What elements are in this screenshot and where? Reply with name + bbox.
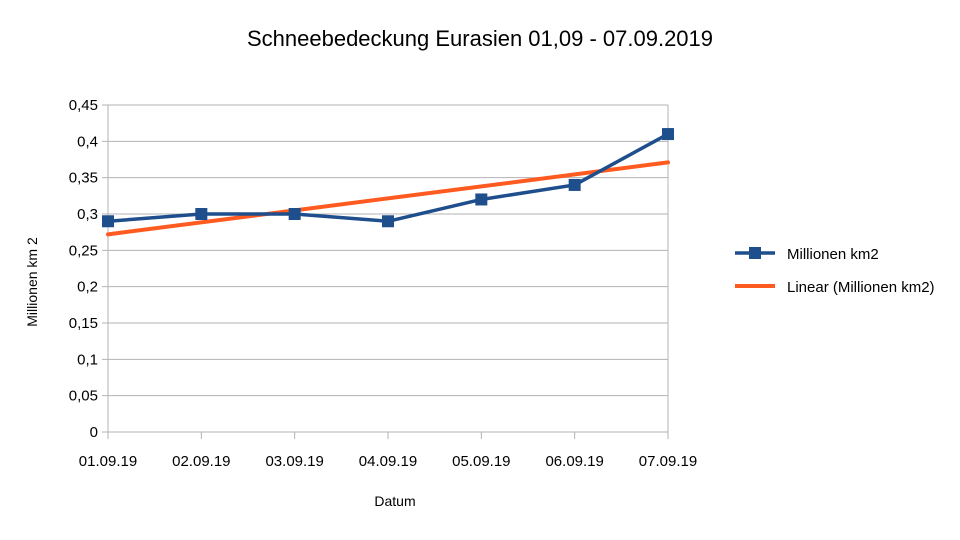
x-tick-label: 06.09.19 [545, 453, 603, 470]
x-tick-label: 04.09.19 [359, 453, 417, 470]
x-tick-label: 01.09.19 [79, 453, 137, 470]
chart-title: Schneebedeckung Eurasien 01,09 - 07.09.2… [247, 26, 713, 51]
legend: Millionen km2 Linear (Millionen km2) [735, 246, 935, 296]
data-point-marker [662, 128, 674, 141]
data-point-marker [195, 208, 208, 220]
data-point-marker [102, 215, 114, 228]
legend-label-series: Millionen km2 [787, 246, 879, 263]
trendline-line [106, 160, 670, 237]
data-series [102, 128, 674, 228]
axes [107, 105, 669, 433]
grid-lines [108, 104, 668, 397]
y-tick-label: 0,3 [77, 206, 98, 223]
x-tick-label: 03.09.19 [265, 453, 323, 470]
x-tick-label: 05.09.19 [452, 453, 510, 470]
y-tick-label: 0,1 [77, 351, 98, 368]
y-tick-label: 0,05 [69, 388, 98, 405]
y-tick-label: 0,25 [69, 242, 98, 259]
data-point-marker [288, 208, 301, 220]
y-axis-label: Millionen km 2 [24, 237, 40, 327]
y-tick-label: 0,2 [77, 279, 98, 296]
y-tick-label: 0,35 [69, 170, 98, 187]
y-axis-ticks: 0 0,05 0,1 0,15 0,2 0,25 0,3 0,35 0,4 0,45 [69, 97, 108, 441]
y-tick-label: 0,4 [77, 133, 98, 150]
y-tick-label: 0,15 [69, 315, 98, 332]
data-point-marker [475, 193, 488, 206]
legend-label-trend: Linear (Millionen km2) [787, 279, 935, 296]
x-axis-ticks: 01.09.19 02.09.19 03.09.19 04.09.19 05.09.19… [79, 432, 697, 470]
x-tick-label: 02.09.19 [172, 453, 230, 470]
data-point-marker [568, 178, 581, 191]
data-point-marker [382, 215, 394, 228]
x-tick-label: 07.09.19 [639, 453, 697, 470]
trendline [106, 160, 670, 237]
legend-marker-series [749, 247, 761, 259]
y-tick-label: 0,45 [69, 97, 98, 114]
x-axis-label: Datum [374, 493, 415, 509]
y-tick-label: 0 [90, 424, 98, 441]
